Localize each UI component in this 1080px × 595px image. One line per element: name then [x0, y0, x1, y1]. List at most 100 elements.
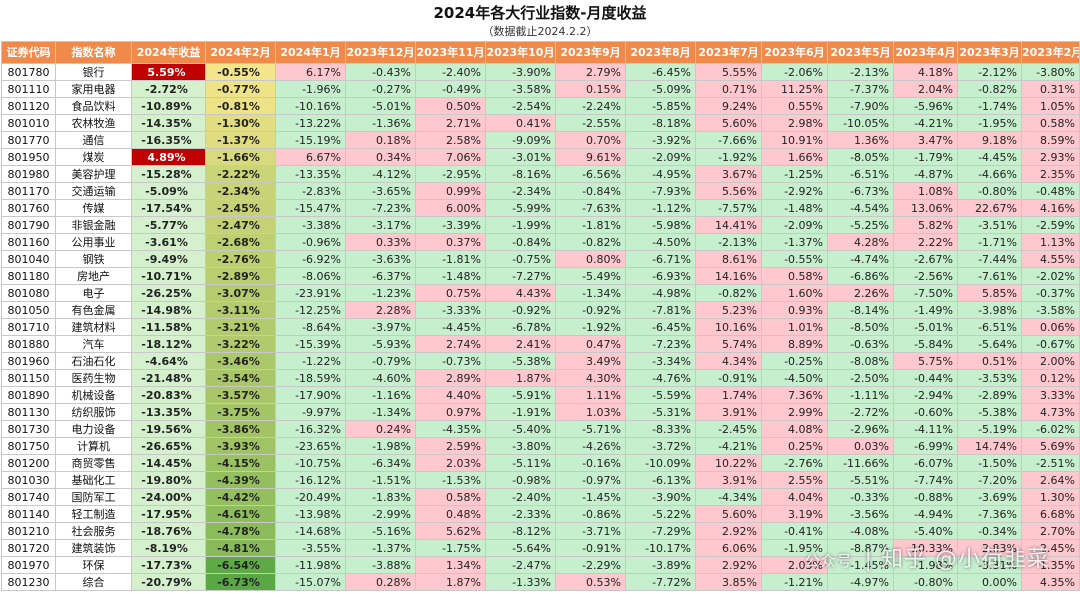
monthly-return-cell: -7.81%: [625, 301, 696, 319]
column-header: 2024年收益: [131, 41, 206, 64]
monthly-return-cell: -4.50%: [625, 233, 696, 251]
monthly-return-cell: -4.74%: [827, 250, 894, 268]
ytd-return-cell: -14.45%: [131, 454, 206, 472]
monthly-return-cell: -2.45%: [695, 420, 762, 438]
monthly-return-cell: -5.01%: [345, 97, 416, 115]
ytd-return-cell: -9.49%: [131, 250, 206, 268]
table-row: 801040 钢铁 -9.49% -2.76% -6.92% -3.63% -1.81% -0…: [1, 250, 1080, 268]
monthly-return-cell: -2.99%: [345, 505, 416, 523]
monthly-return-cell: -3.97%: [345, 318, 416, 336]
monthly-return-cell: -5.19%: [957, 420, 1022, 438]
monthly-return-cell: 4.34%: [695, 352, 762, 370]
monthly-return-cell: -10.09%: [625, 454, 696, 472]
table-row: 801180 房地产 -10.71% -2.89% -8.06% -6.37% -1.48%…: [1, 267, 1080, 285]
monthly-return-cell: 0.58%: [761, 267, 828, 285]
security-code: 801180: [1, 267, 56, 285]
monthly-return-cell: -16.12%: [275, 471, 346, 489]
monthly-return-cell: -4.26%: [555, 437, 626, 455]
ytd-return-cell: -4.64%: [131, 352, 206, 370]
monthly-return-cell: -2.13%: [827, 63, 894, 81]
monthly-return-cell: -4.95%: [625, 165, 696, 183]
monthly-return-cell: -2.09%: [625, 148, 696, 166]
security-code: 801770: [1, 131, 56, 149]
monthly-return-cell: 0.50%: [415, 97, 486, 115]
monthly-return-cell: 9.18%: [957, 131, 1022, 149]
index-name: 公用事业: [55, 233, 132, 251]
monthly-return-cell: -13.35%: [275, 165, 346, 183]
monthly-return-cell: -7.90%: [827, 97, 894, 115]
index-name: 机械设备: [55, 386, 132, 404]
monthly-return-cell: -5.51%: [827, 471, 894, 489]
monthly-return-cell: -0.49%: [415, 80, 486, 98]
monthly-return-cell: -3.33%: [415, 301, 486, 319]
column-header: 2023年6月: [761, 41, 828, 64]
monthly-return-cell: -12.25%: [275, 301, 346, 319]
ytd-return-cell: -19.56%: [131, 420, 206, 438]
security-code: 801950: [1, 148, 56, 166]
feb-return-cell: -3.93%: [205, 437, 276, 455]
monthly-return-cell: -10.17%: [625, 539, 696, 557]
monthly-return-cell: 0.18%: [345, 131, 416, 149]
monthly-return-cell: 2.41%: [485, 335, 556, 353]
monthly-return-cell: -0.82%: [555, 233, 626, 251]
monthly-return-cell: 0.00%: [957, 573, 1022, 591]
monthly-return-cell: 2.92%: [695, 522, 762, 540]
monthly-return-cell: -2.95%: [415, 165, 486, 183]
monthly-return-cell: -8.08%: [827, 352, 894, 370]
monthly-return-cell: -1.34%: [555, 284, 626, 302]
monthly-return-cell: 4.30%: [555, 369, 626, 387]
monthly-return-cell: 3.49%: [555, 352, 626, 370]
monthly-return-cell: -7.36%: [957, 505, 1022, 523]
monthly-return-cell: -3.63%: [345, 250, 416, 268]
monthly-return-cell: 2.92%: [695, 556, 762, 574]
monthly-return-cell: -1.71%: [957, 233, 1022, 251]
table-row: 801720 建筑装饰 -8.19% -4.81% -3.55% -1.37% -1.75%…: [1, 539, 1080, 557]
monthly-return-cell: -2.13%: [695, 233, 762, 251]
feb-return-cell: -6.54%: [205, 556, 276, 574]
monthly-return-cell: 2.74%: [415, 335, 486, 353]
monthly-return-cell: 7.06%: [415, 148, 486, 166]
index-name: 非银金融: [55, 216, 132, 234]
monthly-return-cell: -2.02%: [1021, 267, 1080, 285]
monthly-return-cell: -2.96%: [827, 420, 894, 438]
table-row: 801760 传媒 -17.54% -2.45% -15.47% -7.23% 6.00% -…: [1, 199, 1080, 217]
monthly-return-cell: -1.37%: [761, 233, 828, 251]
table-row: 801140 轻工制造 -17.95% -4.61% -13.98% -2.99% 0.48…: [1, 505, 1080, 523]
feb-return-cell: -3.46%: [205, 352, 276, 370]
feb-return-cell: -0.77%: [205, 80, 276, 98]
monthly-return-cell: 2.70%: [1021, 522, 1080, 540]
monthly-return-cell: 2.00%: [1021, 352, 1080, 370]
monthly-return-cell: 2.45%: [1021, 539, 1080, 557]
security-code: 801040: [1, 250, 56, 268]
monthly-return-cell: 5.75%: [893, 352, 958, 370]
table-row: 801730 电力设备 -19.56% -3.86% -16.32% 0.24% -4.35…: [1, 420, 1080, 438]
monthly-return-cell: -2.92%: [761, 182, 828, 200]
monthly-return-cell: -4.45%: [415, 318, 486, 336]
monthly-return-cell: 1.03%: [555, 403, 626, 421]
ytd-return-cell: -2.72%: [131, 80, 206, 98]
table-row: 801230 综合 -20.79% -6.73% -15.07% 0.28% 1.87% -1…: [1, 573, 1080, 591]
feb-return-cell: -1.66%: [205, 148, 276, 166]
monthly-return-cell: 1.60%: [761, 284, 828, 302]
monthly-return-cell: -3.88%: [345, 556, 416, 574]
monthly-return-cell: -5.40%: [485, 420, 556, 438]
monthly-return-cell: -7.23%: [625, 335, 696, 353]
monthly-return-cell: -1.49%: [893, 301, 958, 319]
monthly-return-cell: -4.87%: [893, 165, 958, 183]
monthly-return-cell: -23.65%: [275, 437, 346, 455]
monthly-return-cell: 3.33%: [1021, 386, 1080, 404]
ytd-return-cell: -17.95%: [131, 505, 206, 523]
feb-return-cell: -4.39%: [205, 471, 276, 489]
security-code: 801030: [1, 471, 56, 489]
ytd-return-cell: -14.35%: [131, 114, 206, 132]
monthly-return-cell: -3.58%: [1021, 301, 1080, 319]
monthly-return-cell: 5.23%: [695, 301, 762, 319]
feb-return-cell: -6.73%: [205, 573, 276, 591]
column-header: 证券代码: [1, 41, 56, 64]
monthly-return-cell: 2.22%: [893, 233, 958, 251]
feb-return-cell: -3.57%: [205, 386, 276, 404]
ytd-return-cell: -18.76%: [131, 522, 206, 540]
column-header: 2023年9月: [555, 41, 626, 64]
monthly-return-cell: -1.83%: [345, 488, 416, 506]
